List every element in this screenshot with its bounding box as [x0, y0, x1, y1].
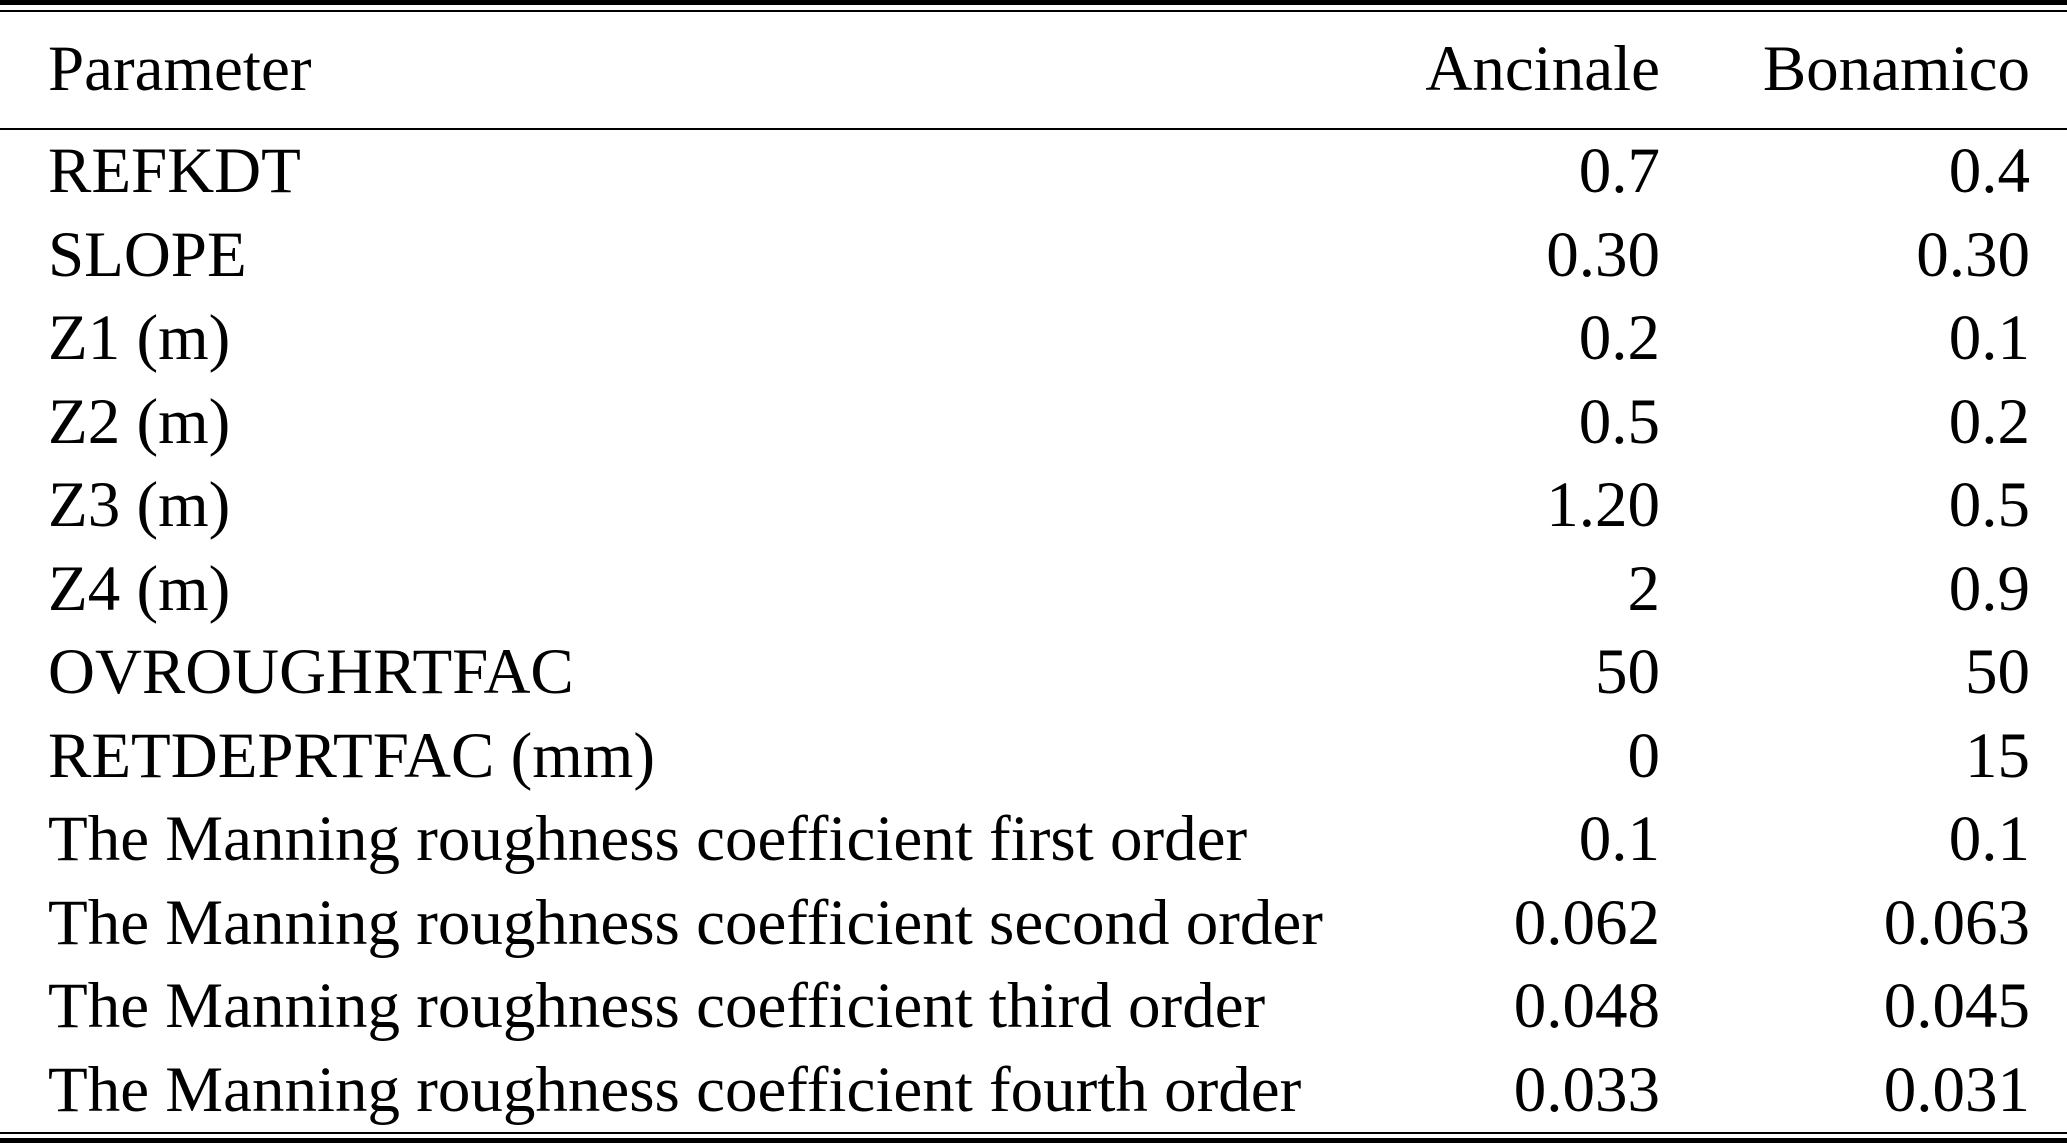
table-row: The Manning roughness coefficient third …: [0, 965, 2067, 1049]
table-row: The Manning roughness coefficient first …: [0, 798, 2067, 882]
parameter-name-cell: Z3 (m): [48, 469, 231, 541]
parameter-name-cell: SLOPE: [48, 218, 247, 291]
bonamico-value-cell: 0.063: [1883, 886, 2030, 959]
bonamico-value-cell: 0.031: [1883, 1053, 2030, 1126]
table-row: REFKDT 0.7 0.4: [0, 129, 2067, 214]
table-bottom-rule-inner: [0, 1132, 2067, 1134]
ancinale-value-cell: 2: [1627, 552, 1661, 625]
table-top-rule-outer: [0, 0, 2067, 5]
table-top-rule-inner: [0, 10, 2067, 12]
parameter-name-cell: The Manning roughness coefficient fourth…: [48, 1053, 1302, 1126]
parameter-name-cell: RETDEPRTFAC (mm): [48, 719, 655, 792]
bonamico-value-cell: 0.9: [1948, 552, 2030, 625]
parameter-name-cell: Z4 (m): [48, 552, 231, 625]
table-row: The Manning roughness coefficient second…: [0, 882, 2067, 966]
table-row: Z4 (m) 2 0.9: [0, 548, 2067, 632]
parameter-name-cell: OVROUGHRTFAC: [48, 636, 574, 708]
bonamico-value-cell: 15: [1965, 719, 2030, 792]
column-header-parameter: Parameter: [0, 12, 1390, 130]
bonamico-value-cell: 0.2: [1948, 385, 2030, 458]
table-row: RETDEPRTFAC (mm) 0 15: [0, 715, 2067, 799]
ancinale-value-cell: 0.033: [1513, 1053, 1660, 1126]
ancinale-value-cell: 0.5: [1578, 385, 1660, 458]
table-row: SLOPE 0.30 0.30: [0, 214, 2067, 298]
bonamico-value-cell: 0.1: [1948, 302, 2030, 374]
bonamico-value-cell: 0.4: [1948, 135, 2030, 207]
table-row: OVROUGHRTFAC 50 50: [0, 631, 2067, 715]
parameter-name-cell: The Manning roughness coefficient third …: [48, 970, 1266, 1042]
header-row: Parameter Ancinale Bonamico: [0, 12, 2067, 130]
ancinale-value-cell: 0.062: [1513, 886, 1660, 959]
ancinale-value-cell: 0.1: [1578, 803, 1660, 875]
parameter-name-cell: REFKDT: [48, 135, 301, 207]
ancinale-value-cell: 0.2: [1578, 302, 1660, 374]
ancinale-value-cell: 1.20: [1546, 469, 1660, 541]
bonamico-value-cell: 50: [1965, 636, 2030, 708]
parameter-name-cell: The Manning roughness coefficient second…: [48, 886, 1323, 959]
parameters-table: Parameter Ancinale Bonamico REFKDT 0.7 0…: [0, 12, 2067, 1132]
table-header: Parameter Ancinale Bonamico: [0, 12, 2067, 130]
parameter-name-cell: The Manning roughness coefficient first …: [48, 803, 1248, 875]
bonamico-value-cell: 0.30: [1916, 218, 2030, 291]
table-row: Z2 (m) 0.5 0.2: [0, 381, 2067, 465]
table-row: Z3 (m) 1.20 0.5: [0, 464, 2067, 548]
table-body: REFKDT 0.7 0.4 SLOPE 0.30 0.30 Z1 (m) 0.…: [0, 129, 2067, 1132]
table-row: Z1 (m) 0.2 0.1: [0, 297, 2067, 381]
ancinale-value-cell: 0: [1627, 719, 1661, 792]
table-row: The Manning roughness coefficient fourth…: [0, 1049, 2067, 1133]
bonamico-value-cell: 0.5: [1948, 469, 2030, 541]
ancinale-value-cell: 0.7: [1578, 135, 1660, 207]
ancinale-value-cell: 0.30: [1546, 218, 1660, 291]
bonamico-value-cell: 0.045: [1883, 970, 2030, 1042]
bonamico-value-cell: 0.1: [1948, 803, 2030, 875]
ancinale-value-cell: 50: [1595, 636, 1660, 708]
parameter-name-cell: Z1 (m): [48, 302, 231, 374]
parameter-name-cell: Z2 (m): [48, 385, 231, 458]
table-bottom-rule-outer: [0, 1138, 2067, 1143]
ancinale-value-cell: 0.048: [1513, 970, 1660, 1042]
column-header-ancinale: Ancinale: [1390, 12, 1660, 130]
column-header-bonamico: Bonamico: [1660, 12, 2067, 130]
